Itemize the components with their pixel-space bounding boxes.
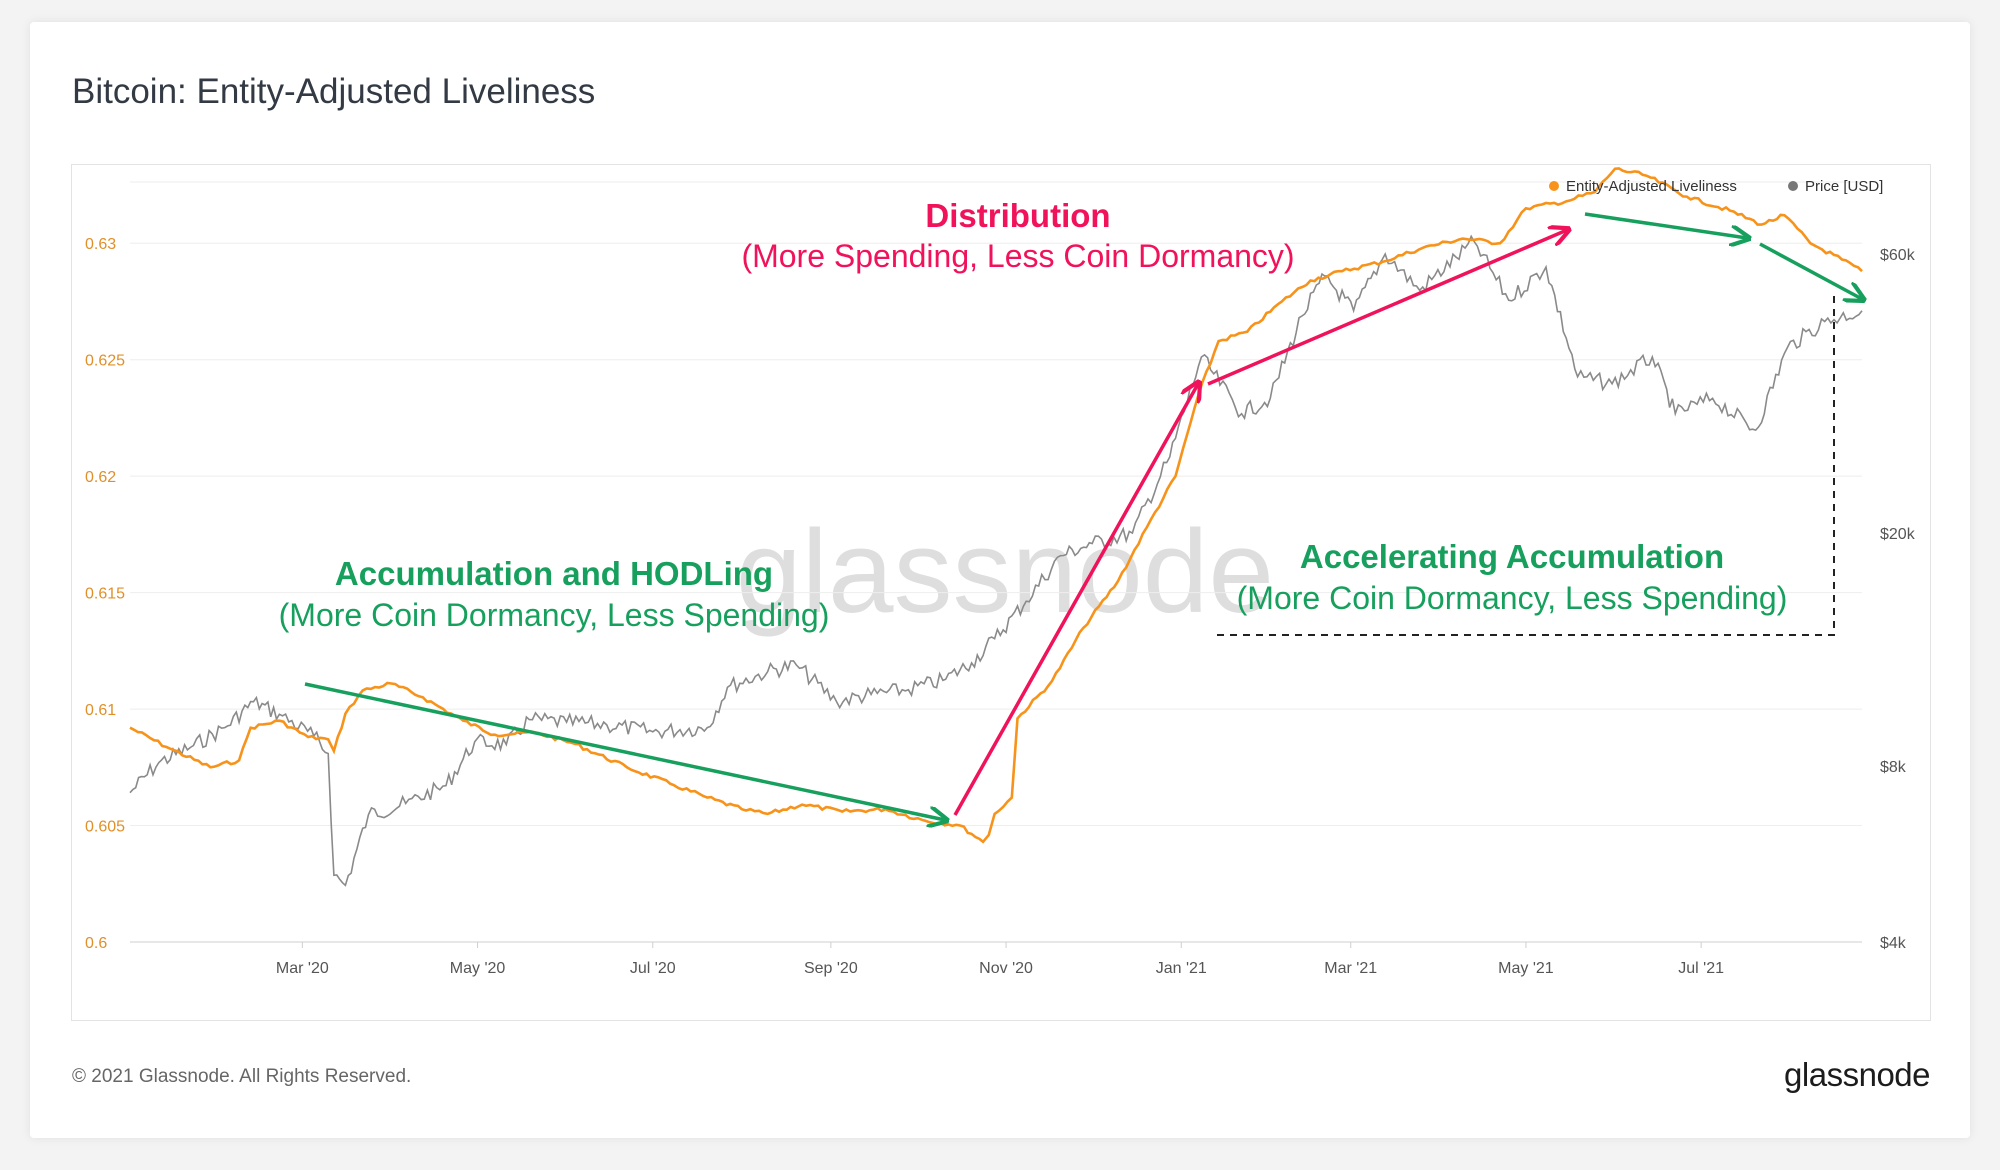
distribution-arrow-2 — [1207, 230, 1567, 386]
accumulation-arrow — [304, 682, 945, 820]
y-left-tick-label: 0.63 — [85, 236, 116, 253]
x-tick-label: May '20 — [450, 960, 506, 977]
y-right-tick-label: $8k — [1880, 759, 1907, 776]
x-tick-label: Jul '21 — [1678, 960, 1724, 977]
y-left-tick-label: 0.6 — [85, 935, 107, 952]
x-tick-label: Mar '21 — [1324, 960, 1377, 977]
series-price-line — [129, 234, 1863, 887]
annotation-accumulation-title: Accumulation and HODLing — [335, 555, 773, 592]
plot-area-frame — [71, 164, 1931, 1021]
dashed-bracket — [1217, 290, 1835, 636]
x-tick-label: Jan '21 — [1156, 960, 1207, 977]
annotation-accelerating-sub: (More Coin Dormancy, Less Spending) — [1237, 580, 1788, 616]
y-left-tick-label: 0.61 — [85, 702, 116, 719]
chart-card: Bitcoin: Entity-Adjusted Liveliness glas… — [30, 22, 1970, 1138]
legend-label-price[interactable]: Price [USD] — [1805, 178, 1883, 195]
legend-label-liveliness[interactable]: Entity-Adjusted Liveliness — [1566, 178, 1737, 195]
x-tick-label: May '21 — [1498, 960, 1554, 977]
y-right-tick-label: $60k — [1880, 247, 1916, 264]
accelerating-arrow-1 — [1584, 212, 1747, 238]
accelerating-arrow-2 — [1759, 242, 1862, 299]
left-axis: 0.6 0.605 0.61 0.615 0.62 0.625 0.63 — [85, 236, 125, 952]
y-left-tick-label: 0.615 — [85, 586, 125, 603]
watermark: glassnode — [736, 506, 1274, 638]
legend-marker-liveliness — [1549, 181, 1559, 191]
y-left-tick-label: 0.62 — [85, 469, 116, 486]
right-axis: $4k $8k $20k $60k — [1880, 247, 1916, 952]
annotation-accelerating-title: Accelerating Accumulation — [1300, 538, 1724, 575]
gridlines — [130, 181, 1862, 943]
y-right-tick-label: $20k — [1880, 526, 1916, 543]
y-left-tick-label: 0.625 — [85, 353, 125, 370]
legend: Entity-Adjusted Liveliness Price [USD] — [1549, 178, 1883, 195]
legend-marker-price — [1788, 181, 1798, 191]
annotation-accumulation-sub: (More Coin Dormancy, Less Spending) — [279, 597, 830, 633]
copyright-footer: © 2021 Glassnode. All Rights Reserved. — [72, 1066, 412, 1087]
glassnode-logo[interactable]: glassnode — [1784, 1056, 1930, 1093]
chart-svg: glassnode 0.6 0.605 0.61 0.615 0.62 0.625 0.63… — [85, 167, 1916, 977]
y-right-tick-label: $4k — [1880, 935, 1907, 952]
y-left-tick-label: 0.605 — [85, 819, 125, 836]
x-tick-label: Nov '20 — [979, 960, 1033, 977]
annotation-distribution-title: Distribution — [925, 197, 1110, 234]
x-axis: Mar '20 May '20 Jul '20 Sep '20 Nov '20 Jan '… — [276, 942, 1724, 977]
series-liveliness-line — [129, 167, 1863, 844]
x-tick-label: Sep '20 — [804, 960, 858, 977]
chart-title: Bitcoin: Entity-Adjusted Liveliness — [72, 72, 596, 111]
distribution-arrow-1 — [953, 384, 1198, 816]
x-tick-label: Mar '20 — [276, 960, 329, 977]
annotation-distribution-sub: (More Spending, Less Coin Dormancy) — [741, 238, 1294, 274]
x-tick-label: Jul '20 — [630, 960, 676, 977]
